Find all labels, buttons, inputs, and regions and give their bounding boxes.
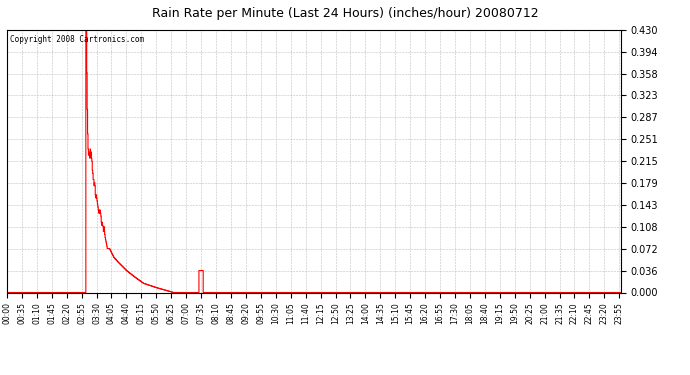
Text: Copyright 2008 Cartronics.com: Copyright 2008 Cartronics.com: [10, 35, 144, 44]
Text: Rain Rate per Minute (Last 24 Hours) (inches/hour) 20080712: Rain Rate per Minute (Last 24 Hours) (in…: [152, 8, 538, 21]
